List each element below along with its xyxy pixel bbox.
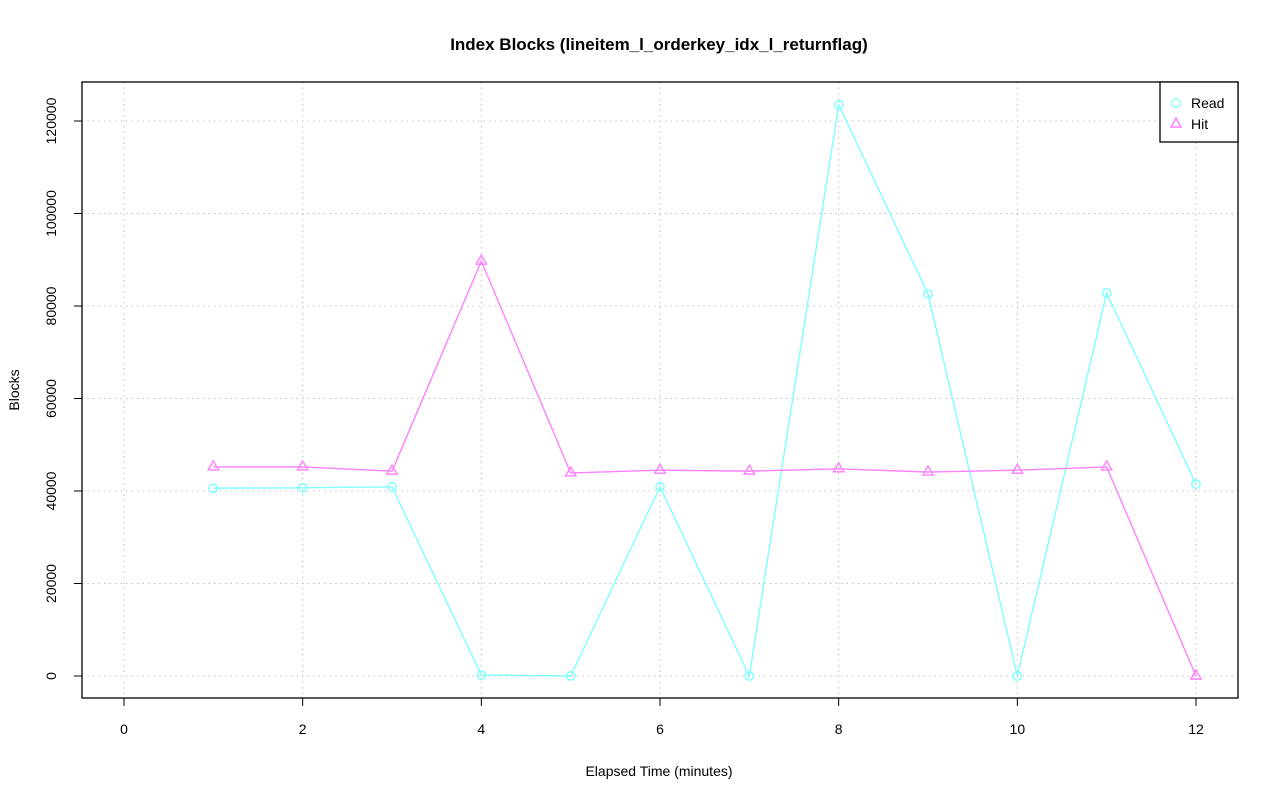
grid (82, 82, 1238, 698)
x-tick-label: 6 (656, 721, 664, 737)
data-point-hit (1010, 462, 1024, 474)
data-point-read (1101, 288, 1112, 298)
series-layer (206, 99, 1203, 681)
x-tick-label: 10 (1010, 721, 1026, 737)
data-point-read (923, 289, 933, 299)
legend-label-read: Read (1191, 95, 1224, 111)
data-point-read (208, 483, 219, 494)
data-point-read (297, 482, 308, 493)
data-point-read (744, 671, 755, 681)
data-point-hit (742, 463, 756, 475)
plot-frame (81, 81, 1239, 699)
data-point-read (1191, 479, 1201, 489)
y-tick-label: 0 (43, 672, 59, 680)
axes: 0 2 4 6 8 10 12 0 20000 40000 60000 80000 100000 1200… (43, 97, 1204, 737)
data-point-read (476, 670, 487, 680)
x-tick-label: 0 (120, 721, 128, 737)
legend-box (1159, 81, 1239, 143)
y-tick-label: 60000 (43, 379, 59, 418)
x-tick-label: 8 (835, 721, 843, 737)
series-line-read (213, 102, 1197, 679)
data-point-read (833, 99, 844, 110)
data-point-hit (921, 464, 935, 476)
data-point-read (1012, 671, 1023, 681)
data-point-hit (832, 461, 846, 473)
data-point-hit (385, 463, 399, 475)
data-point-hit (564, 465, 578, 477)
data-point-hit (474, 253, 488, 265)
legend-marker-hit (1169, 116, 1183, 128)
legend: Read Hit (1159, 81, 1239, 143)
x-tick-label: 4 (477, 721, 485, 737)
y-tick-label: 80000 (43, 286, 59, 325)
y-tick-label: 120000 (43, 97, 59, 144)
data-point-hit (206, 459, 220, 471)
series-line-hit (213, 259, 1197, 677)
x-axis-label: Elapsed Time (minutes) (585, 763, 732, 779)
y-tick-label: 20000 (43, 564, 59, 603)
data-point-read (387, 481, 397, 492)
data-point-hit (1100, 459, 1114, 471)
y-tick-label: 100000 (43, 190, 59, 237)
legend-marker-read (1171, 98, 1181, 108)
y-tick-label: 40000 (43, 471, 59, 510)
data-point-hit (1189, 668, 1203, 680)
y-axis-label: Blocks (6, 369, 22, 410)
data-point-read (565, 671, 576, 681)
data-point-hit (296, 459, 310, 471)
x-tick-label: 12 (1188, 721, 1204, 737)
data-point-hit (653, 462, 667, 474)
legend-label-hit: Hit (1191, 116, 1208, 132)
x-tick-label: 2 (299, 721, 307, 737)
data-point-read (655, 481, 665, 492)
chart-title: Index Blocks (lineitem_l_orderkey_idx_l_… (450, 35, 868, 54)
